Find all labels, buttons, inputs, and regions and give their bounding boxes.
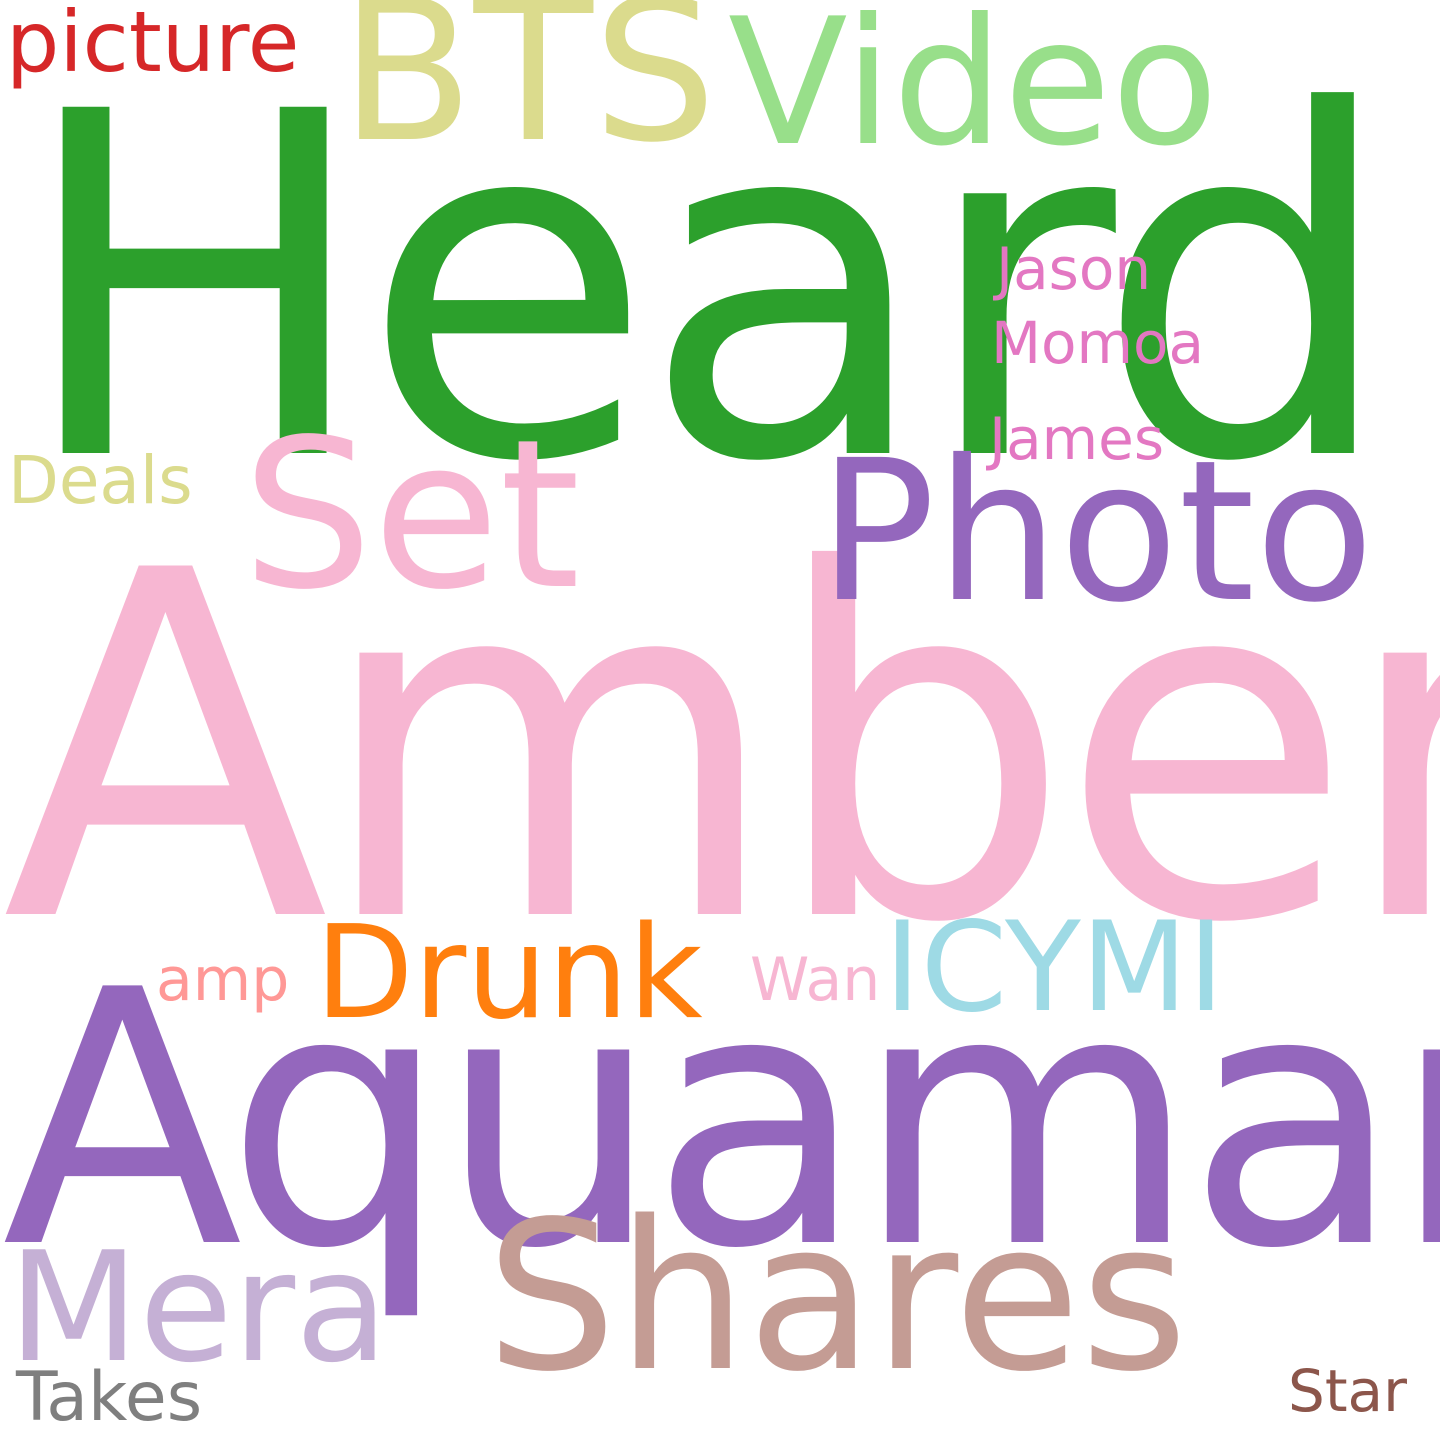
word-james: James — [989, 405, 1165, 473]
word-heard: Heard — [16, 13, 1397, 566]
word-video: Video — [728, 0, 1219, 185]
word-aquaman: Aquaman — [2, 916, 1440, 1326]
word-photo: Photo — [818, 418, 1375, 645]
word-deals: Deals — [8, 442, 193, 519]
word-picture: picture — [6, 0, 300, 91]
word-takes: Takes — [16, 1358, 203, 1437]
word-icymi: ICYMI — [884, 896, 1225, 1040]
word-star: Star — [1288, 1357, 1407, 1425]
word-amp: amp — [156, 945, 290, 1015]
word-wan: Wan — [750, 945, 881, 1015]
word-drunk: Drunk — [315, 899, 703, 1048]
word-bts: BTS — [340, 0, 717, 185]
word-momoa: Momoa — [991, 309, 1205, 377]
word-mera: Mera — [8, 1219, 389, 1396]
word-set: Set — [242, 395, 581, 635]
word-amber: Amber — [2, 470, 1440, 1027]
word-jason: Jason — [996, 235, 1152, 303]
word-shares: Shares — [486, 1177, 1188, 1417]
